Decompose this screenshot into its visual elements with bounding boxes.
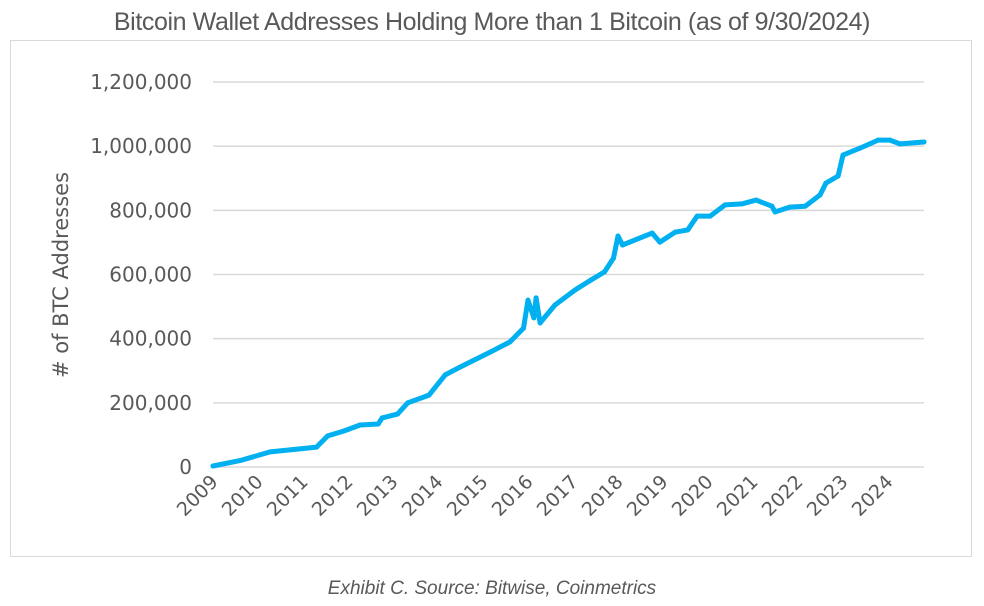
data-point [620,242,625,248]
data-point [857,145,863,151]
data-point [817,192,823,198]
source-caption: Exhibit C. Source: Bitwise, Coinmetrics [327,578,657,599]
series-line [210,137,927,469]
y-axis-ticks: 0 200,000 400,000 600,000 800,000 1,000,000 1,… [90,70,192,479]
data-point [237,458,243,464]
y-axis-label: # of BTC Addresses [49,172,73,378]
data-point [442,372,448,378]
data-point [507,339,513,345]
data-point [615,233,621,239]
data-point [533,295,539,301]
data-point [267,449,273,455]
data-point [840,152,846,158]
data-point [588,277,594,283]
x-tick-label: 2021 [713,471,763,521]
data-point [531,315,537,321]
data-point [395,411,400,417]
data-point [341,428,346,434]
data-point [921,139,927,145]
data-point [357,422,363,428]
chart-title: Bitcoin Wallet Addresses Holding More th… [113,8,871,36]
data-point [649,230,655,236]
data-point [835,173,841,179]
data-point [458,364,463,370]
data-point [537,320,543,326]
data-point [611,255,616,261]
data-point [707,213,713,219]
gridlines [213,81,924,468]
data-point [210,463,216,469]
x-tick-label: 2023 [803,471,853,521]
data-point [314,444,319,450]
x-tick-label: 2013 [353,471,403,521]
y-tick-label: 1,000,000 [90,134,192,158]
x-tick-label: 2020 [668,471,718,521]
data-point [632,237,638,243]
data-point [487,349,493,355]
data-point [325,433,331,439]
y-tick-label: 200,000 [109,391,192,415]
chart-frame [10,40,972,557]
data-point [672,229,678,235]
data-point [521,325,526,331]
x-tick-label: 2017 [533,471,583,521]
y-tick-label: 1,200,000 [90,70,192,94]
x-tick-label: 2022 [758,471,808,521]
data-point [823,180,829,186]
data-point [787,204,793,210]
data-point [525,297,531,303]
x-tick-label: 2012 [308,471,358,521]
data-point [552,302,558,308]
data-point [739,201,745,207]
data-point [572,287,578,293]
data-point [685,227,691,233]
data-point [375,421,381,427]
data-point [769,203,775,209]
data-point [657,239,663,245]
data-point [753,197,759,203]
x-axis-ticks: 2009201020112012201320142015201620172018… [173,471,898,521]
x-tick-label: 2019 [623,471,673,521]
x-tick-label: 2018 [578,471,628,521]
y-tick-label: 600,000 [109,263,192,287]
x-tick-label: 2015 [443,471,493,521]
data-point [887,137,893,143]
data-point [722,202,728,208]
data-point [426,392,432,398]
y-tick-label: 800,000 [109,198,192,222]
data-point [602,269,607,275]
y-tick-label: 0 [179,455,192,479]
x-tick-label: 2016 [488,471,538,521]
y-tick-label: 400,000 [109,327,192,351]
data-point [694,213,700,219]
x-tick-label: 2014 [398,471,448,521]
x-tick-label: 2024 [848,471,898,521]
data-point [802,203,808,209]
series-group [210,137,927,469]
data-point [897,141,903,147]
x-tick-label: 2011 [263,471,313,521]
data-point [772,209,778,215]
data-point [379,415,385,421]
x-tick-label: 2010 [218,471,268,521]
data-point [296,446,301,452]
data-point [405,400,411,406]
data-point [875,137,881,143]
